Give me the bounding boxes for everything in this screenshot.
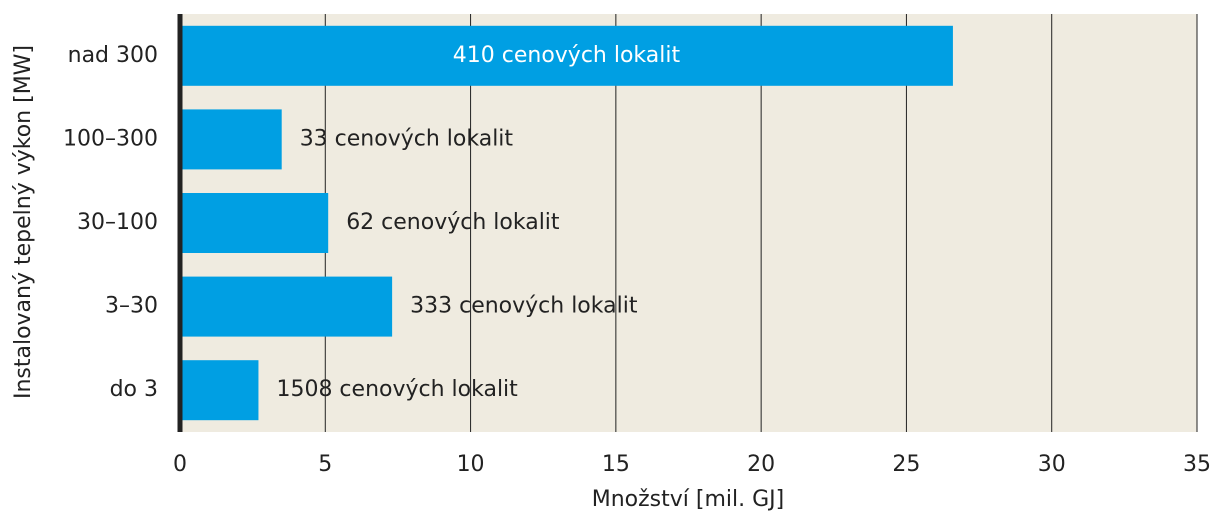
y-tick-label: 30–100 xyxy=(77,210,158,235)
y-tick-label: nad 300 xyxy=(68,43,158,68)
x-tick-label: 35 xyxy=(1183,452,1211,477)
y-tick-label: do 3 xyxy=(110,377,158,402)
bar-annotation: 33 cenových lokalit xyxy=(300,126,514,151)
x-tick-label: 5 xyxy=(318,452,332,477)
bar xyxy=(180,109,282,170)
x-tick-label: 10 xyxy=(457,452,485,477)
x-tick-label: 20 xyxy=(747,452,775,477)
y-tick-label: 3–30 xyxy=(105,294,158,319)
x-axis-label: Množství [mil. GJ] xyxy=(592,487,785,511)
bar-annotation: 410 cenových lokalit xyxy=(453,43,681,68)
y-tick-label: 100–300 xyxy=(63,126,158,151)
bar-annotation: 62 cenových lokalit xyxy=(346,210,560,235)
x-tick-label: 30 xyxy=(1038,452,1066,477)
x-tick-label: 0 xyxy=(173,452,187,477)
x-tick-label: 25 xyxy=(892,452,920,477)
bar xyxy=(180,25,953,86)
bar-annotation: 1508 cenových lokalit xyxy=(276,377,518,402)
x-tick-label: 15 xyxy=(602,452,630,477)
bar xyxy=(180,276,393,337)
bar-annotation: 333 cenových lokalit xyxy=(410,294,638,319)
bar xyxy=(180,360,259,421)
y-axis-label: Instalovaný tepelný výkon [MW] xyxy=(11,45,36,399)
bar xyxy=(180,193,329,253)
